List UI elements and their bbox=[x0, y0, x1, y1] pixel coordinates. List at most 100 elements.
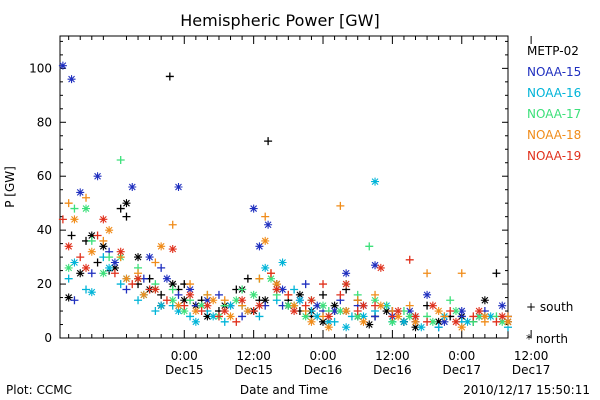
south-point bbox=[264, 137, 273, 146]
south-point bbox=[116, 204, 125, 213]
north-point bbox=[93, 172, 102, 181]
north-point bbox=[376, 263, 385, 272]
north-point bbox=[394, 312, 403, 321]
legend: METP-02 NOAA-15 NOAA-16 NOAA-17 NOAA-18 NOAA-… bbox=[527, 44, 581, 163]
south-point bbox=[162, 296, 171, 305]
south-point bbox=[232, 317, 241, 326]
north-point bbox=[394, 307, 403, 316]
x-tick-time-label: 0:00 bbox=[171, 349, 198, 363]
legend-entry: NOAA-19 bbox=[527, 149, 581, 163]
south-point bbox=[434, 323, 443, 332]
north-point bbox=[359, 317, 368, 326]
north-point bbox=[371, 177, 380, 186]
north-point bbox=[128, 183, 137, 191]
south-point bbox=[180, 301, 189, 310]
north-point bbox=[261, 236, 270, 245]
y-axis-label: P [GW] bbox=[3, 166, 17, 208]
north-point bbox=[261, 263, 270, 272]
north-point bbox=[191, 307, 200, 316]
north-point bbox=[504, 317, 512, 326]
series-noaa-19 bbox=[58, 215, 507, 326]
north-point bbox=[209, 296, 218, 305]
north-point bbox=[157, 301, 166, 310]
north-point bbox=[180, 296, 189, 305]
north-point bbox=[486, 312, 495, 321]
north-point bbox=[162, 274, 171, 283]
north-point bbox=[313, 312, 322, 321]
north-point bbox=[139, 290, 148, 299]
north-point bbox=[382, 307, 391, 316]
x-tick-time-label: 0:00 bbox=[310, 349, 337, 363]
south-point bbox=[220, 317, 229, 326]
north-point bbox=[174, 183, 183, 191]
north-point bbox=[203, 296, 212, 305]
south-point bbox=[203, 290, 212, 299]
legend-south-marker: + south bbox=[526, 300, 573, 314]
south-point bbox=[116, 280, 125, 289]
south-point bbox=[122, 285, 131, 294]
north-point bbox=[324, 312, 333, 321]
north-point bbox=[64, 242, 73, 251]
north-point bbox=[64, 263, 73, 272]
north-point bbox=[290, 301, 299, 310]
north-point bbox=[342, 269, 351, 278]
south-point bbox=[151, 307, 160, 316]
north-point bbox=[157, 242, 166, 251]
north-point bbox=[405, 307, 414, 316]
south-point bbox=[469, 312, 478, 321]
south-point bbox=[243, 274, 252, 283]
x-tick-date-label: Dec15 bbox=[165, 363, 204, 377]
north-point bbox=[371, 296, 380, 305]
north-point bbox=[359, 301, 368, 310]
south-point bbox=[58, 215, 67, 224]
north-point bbox=[243, 307, 252, 316]
north-point bbox=[264, 220, 273, 229]
north-point bbox=[463, 317, 472, 326]
north-point bbox=[313, 301, 322, 310]
south-point bbox=[440, 312, 449, 321]
south-point bbox=[122, 212, 131, 221]
north-point bbox=[180, 307, 189, 316]
north-point bbox=[64, 293, 73, 302]
north-point bbox=[342, 280, 351, 289]
legend-entry: NOAA-17 bbox=[527, 107, 581, 121]
north-point bbox=[480, 296, 489, 305]
north-point bbox=[319, 301, 328, 310]
north-point bbox=[480, 312, 489, 321]
north-point bbox=[232, 296, 241, 305]
north-point bbox=[261, 296, 270, 305]
x-tick-date-label: Dec15 bbox=[234, 363, 273, 377]
south-point bbox=[371, 301, 380, 310]
south-point bbox=[110, 269, 119, 278]
north-point bbox=[498, 301, 507, 310]
south-point bbox=[336, 290, 345, 299]
south-point bbox=[214, 290, 223, 299]
north-point bbox=[99, 269, 108, 278]
south-point bbox=[64, 274, 73, 283]
south-point bbox=[168, 220, 177, 229]
south-point bbox=[174, 290, 183, 299]
north-point bbox=[99, 215, 108, 224]
north-point bbox=[371, 261, 380, 270]
north-point bbox=[191, 317, 200, 326]
north-point bbox=[284, 301, 293, 310]
north-point bbox=[82, 204, 91, 213]
north-point bbox=[411, 323, 420, 332]
series-noaa-18 bbox=[64, 193, 512, 332]
legend-entry: METP-02 bbox=[527, 44, 579, 58]
x-tick-time-label: 12:00 bbox=[375, 349, 410, 363]
south-point bbox=[371, 290, 380, 299]
footer-timestamp: 2010/12/17 15:50:11 bbox=[463, 383, 590, 397]
south-point bbox=[388, 312, 397, 321]
south-point bbox=[134, 296, 143, 305]
y-tick-label: 0 bbox=[44, 331, 52, 345]
south-point bbox=[70, 296, 79, 305]
south-point bbox=[214, 312, 223, 321]
north-point bbox=[110, 258, 119, 267]
north-point bbox=[428, 301, 437, 310]
north-point bbox=[423, 290, 432, 299]
south-point bbox=[336, 201, 345, 210]
north-point bbox=[342, 307, 351, 316]
south-point bbox=[284, 290, 293, 299]
south-point bbox=[423, 269, 432, 278]
